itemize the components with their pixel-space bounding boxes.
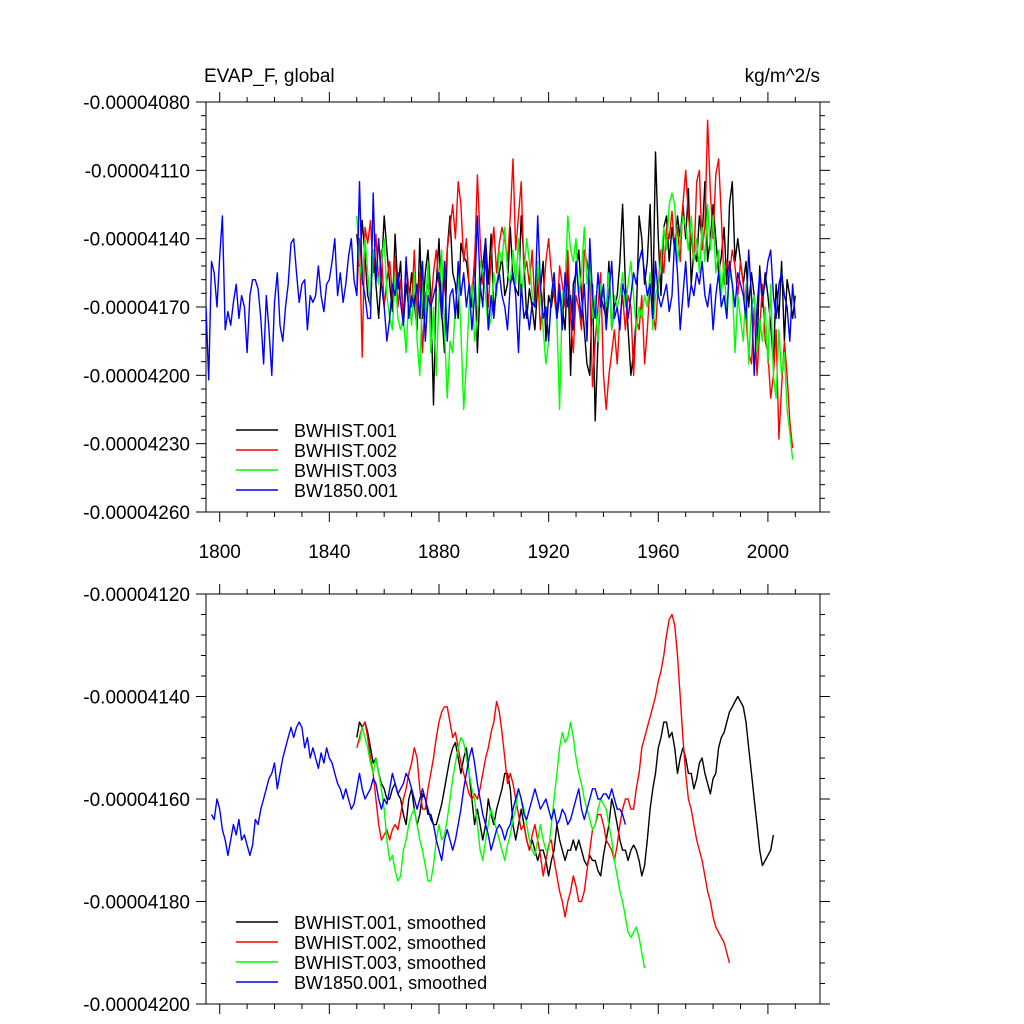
x-tick-label: 1880 bbox=[418, 542, 460, 563]
y-axis: -0.00004080 -0.00004110 -0.00004140 -0.0000… bbox=[83, 93, 830, 524]
legend-label: BWHIST.003, smoothed bbox=[294, 953, 486, 973]
legend-label: BWHIST.002, smoothed bbox=[294, 933, 486, 953]
panel-1-units: kg/m^2/s bbox=[745, 66, 820, 87]
series-line-2 bbox=[356, 613, 731, 964]
x-tick-label: 2000 bbox=[747, 542, 789, 563]
x-tick-label: 1840 bbox=[308, 542, 350, 563]
y-tick-label: -0.00004230 bbox=[83, 435, 190, 456]
series-line-4 bbox=[206, 180, 796, 381]
chart-panel-2: -0.00004120 -0.00004140 -0.00004160 -0.0000… bbox=[83, 584, 830, 1016]
y-tick-label: -0.00004180 bbox=[83, 893, 190, 914]
series-lines bbox=[206, 119, 796, 460]
x-tick-label: 1800 bbox=[199, 542, 241, 563]
legend-label: BW1850.001 bbox=[294, 481, 398, 501]
y-tick-label: -0.00004200 bbox=[83, 366, 190, 387]
y-tick-label: -0.00004160 bbox=[83, 790, 190, 811]
y-tick-label: -0.00004080 bbox=[83, 93, 190, 114]
series-line-3 bbox=[356, 192, 794, 460]
y-tick-label: -0.00004140 bbox=[83, 230, 190, 251]
panel-1-title: EVAP_F, global bbox=[204, 66, 335, 87]
y-axis: -0.00004120 -0.00004140 -0.00004160 -0.0000… bbox=[83, 585, 830, 1016]
legend-label: BWHIST.003 bbox=[294, 461, 397, 481]
legend-label: BW1850.001, smoothed bbox=[294, 973, 487, 993]
y-tick-label: -0.00004120 bbox=[83, 585, 190, 606]
y-tick-label: -0.00004260 bbox=[83, 503, 190, 524]
legend-label: BWHIST.001, smoothed bbox=[294, 913, 486, 933]
x-tick-label: 1920 bbox=[527, 542, 569, 563]
series-line-3 bbox=[358, 721, 646, 969]
y-tick-label: -0.00004170 bbox=[83, 298, 190, 319]
x-axis bbox=[219, 584, 796, 1014]
legend-label: BWHIST.002 bbox=[294, 441, 397, 461]
x-tick-label: 1960 bbox=[637, 542, 679, 563]
chart-panel-1: 1800 1840 1880 1920 1960 2000-0.00004080-0.00… bbox=[83, 92, 830, 563]
series-lines bbox=[210, 613, 775, 969]
panel-1-header: EVAP_F, global kg/m^2/s bbox=[204, 66, 820, 87]
series-line-4 bbox=[210, 721, 627, 862]
y-tick-label: -0.00004200 bbox=[83, 995, 190, 1016]
legend-label: BWHIST.001 bbox=[294, 421, 397, 441]
y-tick-label: -0.00004110 bbox=[85, 161, 190, 182]
x-axis: 1800 1840 1880 1920 1960 2000 bbox=[199, 92, 796, 563]
y-tick-label: -0.00004140 bbox=[83, 688, 190, 709]
